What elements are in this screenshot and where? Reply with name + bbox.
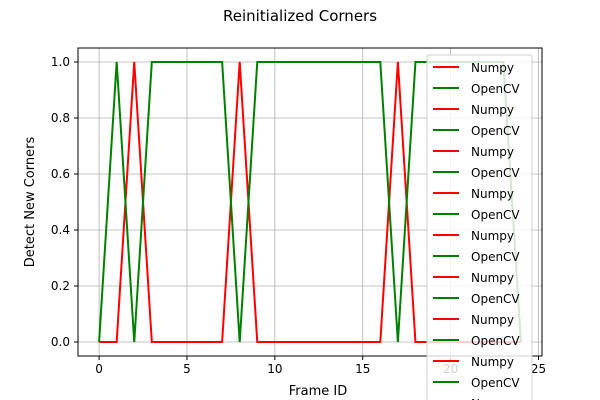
legend-label-numpy: Numpy	[471, 61, 514, 75]
legend-label-opencv: OpenCV	[471, 208, 520, 222]
plot-frame	[77, 47, 543, 357]
legend-label-numpy: Numpy	[471, 271, 514, 285]
y-tick-label: 0.4	[51, 223, 70, 237]
legend-label-numpy: Numpy	[471, 103, 514, 117]
legend-frame	[426, 54, 533, 400]
x-tick-label: 5	[183, 362, 191, 376]
y-tick-label: 0.2	[51, 279, 70, 293]
y-axis-label: Detect New Corners	[23, 137, 38, 268]
legend-label-numpy: Numpy	[471, 355, 514, 369]
legend-label-opencv: OpenCV	[471, 166, 520, 180]
legend-label-numpy: Numpy	[471, 229, 514, 243]
legend-label-numpy: Numpy	[471, 397, 514, 400]
legend-label-opencv: OpenCV	[471, 124, 520, 138]
x-tick-label: 10	[267, 362, 282, 376]
legend-label-opencv: OpenCV	[471, 376, 520, 390]
y-tick-label: 1.0	[51, 55, 70, 69]
legend-label-numpy: Numpy	[471, 187, 514, 201]
x-tick-label: 25	[531, 362, 546, 376]
legend-label-numpy: Numpy	[471, 145, 514, 159]
y-tick-label: 0.0	[51, 335, 70, 349]
legend-label-numpy: Numpy	[471, 313, 514, 327]
legend-label-opencv: OpenCV	[471, 82, 520, 96]
chart-title: Reinitialized Corners	[223, 7, 377, 25]
x-tick-label: 0	[95, 362, 103, 376]
legend-label-opencv: OpenCV	[471, 250, 520, 264]
legend-label-opencv: OpenCV	[471, 292, 520, 306]
y-tick-label: 0.6	[51, 167, 70, 181]
legend: Numpy OpenCV Numpy OpenCV Numpy OpenCV Numpy Op…	[426, 54, 533, 400]
legend-label-opencv: OpenCV	[471, 334, 520, 348]
y-tick-label: 0.8	[51, 111, 70, 125]
x-axis-label: Frame ID	[289, 384, 347, 399]
x-tick-label: 15	[355, 362, 370, 376]
